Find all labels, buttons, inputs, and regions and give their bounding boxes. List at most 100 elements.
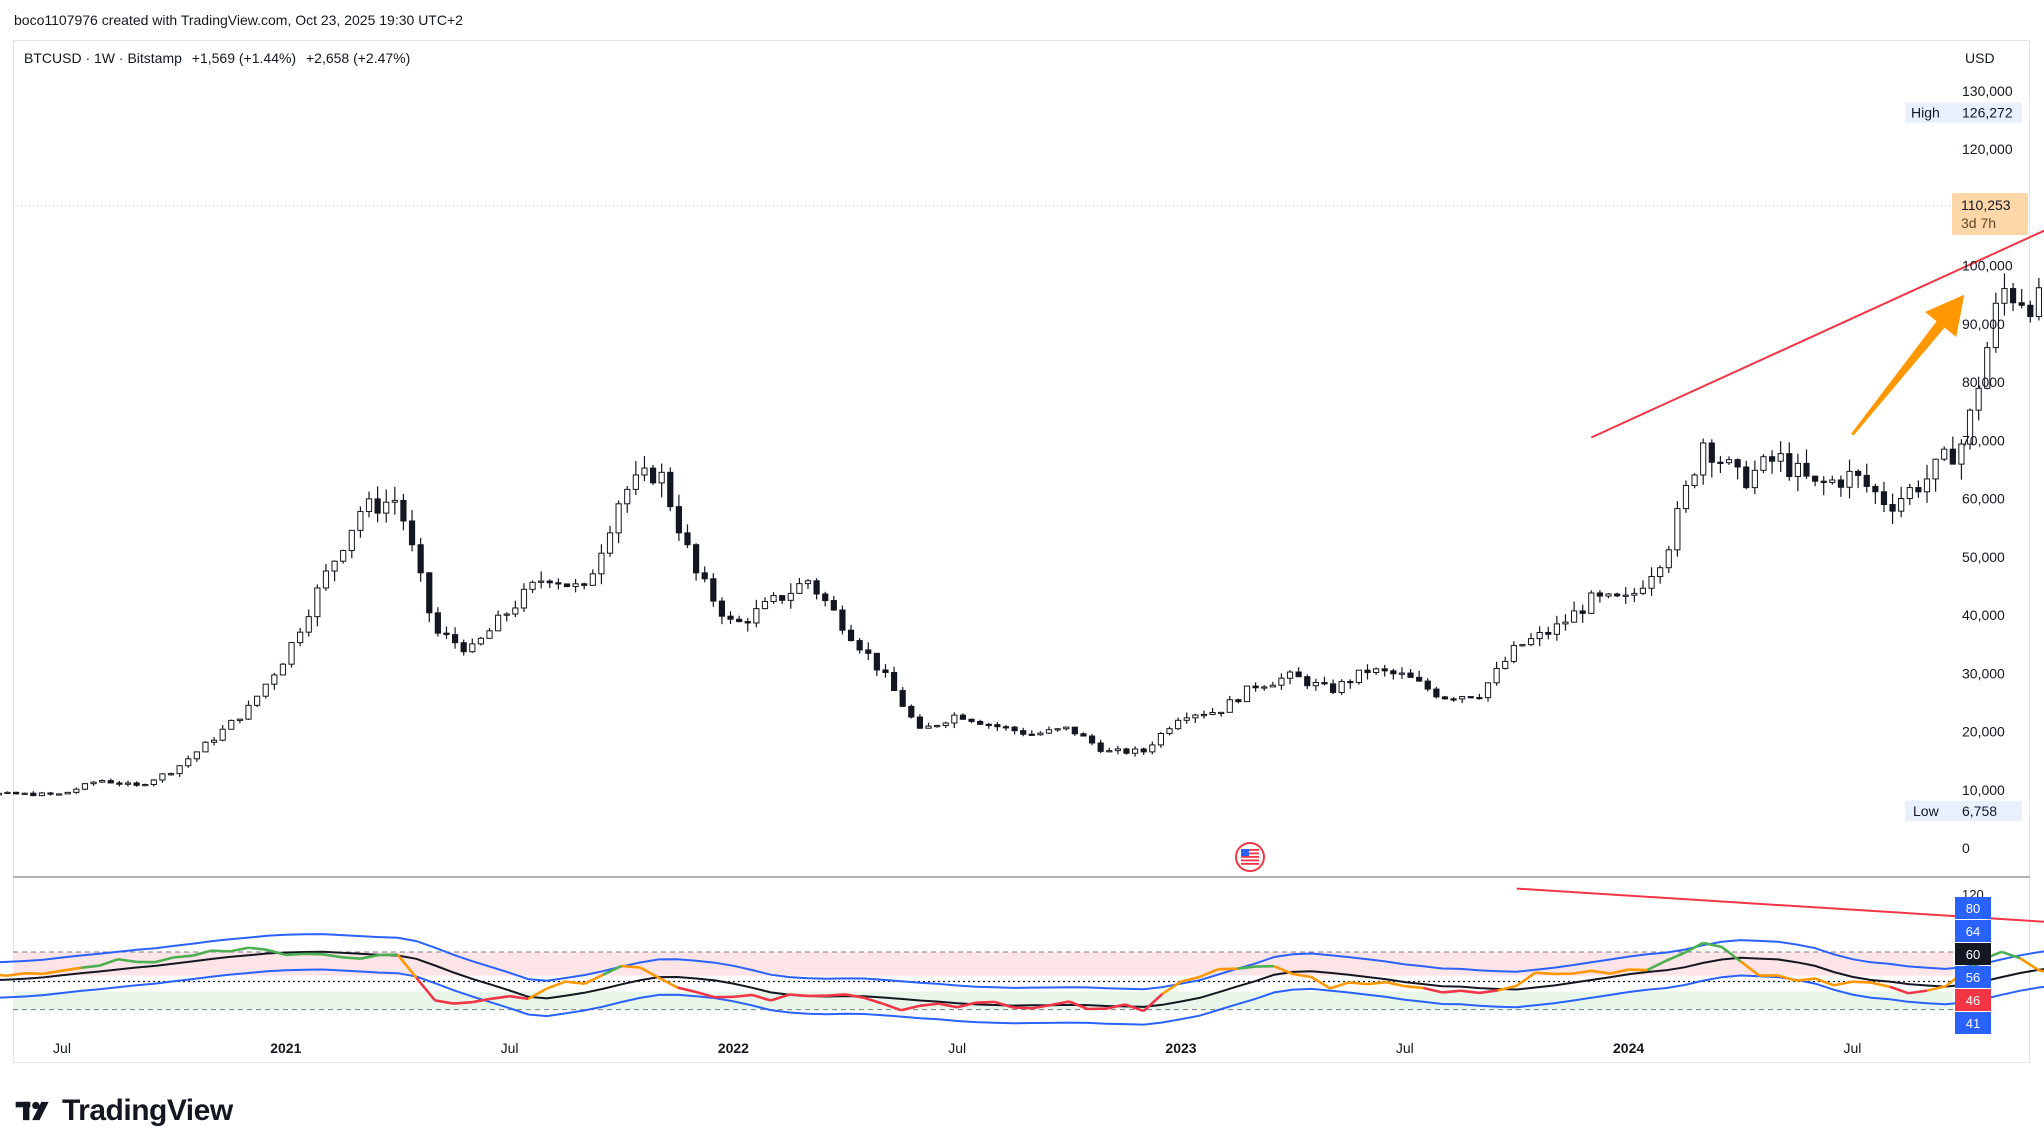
candle (589, 569, 596, 586)
candle-body (770, 595, 777, 602)
time-axis: Jul2021Jul2022Jul2023Jul2024Jul2025Jul20… (53, 1040, 1861, 1056)
rsi-segment (490, 994, 510, 1001)
candle-body (1527, 638, 1535, 646)
candle (1484, 682, 1492, 702)
candle (1545, 626, 1552, 640)
candle-body (21, 792, 28, 795)
candle (1536, 626, 1543, 647)
candle-body (1183, 717, 1190, 721)
candle (1097, 739, 1104, 754)
candle (572, 578, 579, 593)
rsi-segment (1050, 1000, 1070, 1007)
candle-body (641, 467, 648, 476)
candle (116, 780, 123, 787)
candle-body (959, 714, 967, 720)
candle (202, 741, 209, 753)
candle (839, 605, 846, 635)
rsi-value-label: 41 (1966, 1016, 1980, 1031)
candle-body (899, 690, 906, 707)
candle-body (1123, 748, 1130, 754)
rsi-segment (360, 953, 380, 960)
candle (365, 491, 373, 518)
candle (822, 591, 829, 607)
rsi-segment (677, 986, 697, 994)
rsi-segment (1908, 989, 1928, 995)
candle (90, 780, 97, 786)
candle-body (1510, 645, 1517, 662)
candle (1390, 668, 1397, 680)
candle (1975, 376, 1982, 421)
candle-body (1459, 696, 1466, 700)
candle-body (649, 467, 657, 484)
candle (236, 718, 243, 724)
us-flag-canton (1241, 849, 1249, 856)
candle (1760, 454, 1767, 474)
rsi-segment (789, 993, 809, 998)
candle-body (408, 520, 416, 546)
candle (1992, 292, 1999, 353)
bollinger-lower (0, 968, 2044, 1026)
candle (1209, 707, 1216, 716)
rsi-segment (43, 969, 63, 976)
candle-body (1088, 735, 1096, 744)
oversold-band (13, 991, 1953, 1010)
candle (1562, 614, 1569, 631)
tradingview-logo[interactable]: TradingView (14, 1094, 233, 1128)
candle (727, 611, 734, 625)
symbol-name[interactable]: BTCUSD · 1W · Bitstamp (24, 50, 182, 66)
rsi-segment (1292, 972, 1312, 979)
candle-body (1777, 453, 1784, 462)
rsi-segment (751, 993, 772, 1002)
trend-arrow-1 (1851, 294, 1965, 436)
rsi-segment (1572, 969, 1592, 975)
candle (340, 549, 347, 564)
candle-body (254, 695, 261, 706)
candle-body (12, 791, 20, 795)
candle-body (193, 751, 200, 760)
candle (813, 578, 820, 600)
candle-body (1200, 714, 1208, 717)
candle-body (460, 642, 467, 653)
candle-body (632, 474, 639, 490)
candle (1966, 408, 1974, 450)
tradingview-logo-icon (15, 1101, 49, 1121)
candle-body (417, 544, 424, 574)
rsi-segment (472, 997, 492, 1004)
candle (1502, 656, 1509, 670)
candle (959, 713, 967, 720)
candle (2009, 283, 2017, 312)
rsi-value-label: 64 (1966, 924, 1980, 939)
candle (1639, 580, 1647, 596)
candle-body (1493, 667, 1500, 684)
rsi-segment (341, 955, 361, 960)
candle (1725, 456, 1733, 465)
candle-body (1295, 671, 1302, 678)
candle-body (1433, 688, 1440, 698)
candle (1261, 685, 1268, 691)
candle (1243, 685, 1251, 703)
candle-body (1665, 549, 1672, 569)
symbol-legend[interactable]: BTCUSD · 1W · Bitstamp +1,569 (+1.44%) +… (24, 50, 416, 66)
candle-body (1166, 728, 1173, 734)
rsi-segment (826, 993, 846, 997)
candle-body (1157, 732, 1165, 746)
candle-body (0, 792, 2, 796)
candle (1235, 698, 1242, 704)
candle (1691, 473, 1698, 489)
candle (1218, 711, 1225, 717)
candle-body (1071, 726, 1078, 735)
candle-body (822, 593, 829, 602)
rsi-segment (1479, 989, 1499, 995)
candle (1045, 726, 1053, 735)
candle (1837, 475, 1845, 497)
candle (1777, 441, 1784, 473)
candle (1321, 676, 1328, 686)
candle-body (297, 631, 304, 644)
candle (1304, 674, 1311, 690)
candle (1347, 679, 1354, 689)
candle-body (1837, 479, 1845, 488)
candle-body (1898, 498, 1905, 512)
candle-body (555, 582, 562, 585)
candle-body (81, 783, 89, 790)
